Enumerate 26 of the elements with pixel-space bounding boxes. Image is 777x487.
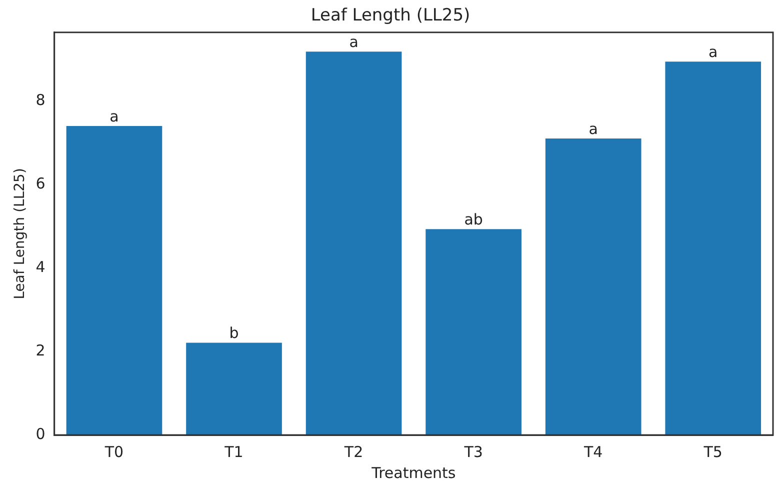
bar: [426, 229, 522, 435]
bar: [186, 342, 282, 435]
annotation: a: [110, 107, 119, 126]
annotation: a: [349, 33, 358, 51]
bar: [66, 126, 162, 435]
x-tick-label: T3: [463, 442, 483, 461]
annotation: ab: [464, 210, 483, 228]
y-tick-label: 0: [36, 424, 46, 443]
bar: [545, 138, 642, 435]
annotation: a: [708, 43, 718, 62]
x-tick-label: T0: [104, 442, 124, 461]
bar: [306, 52, 402, 435]
y-tick-label: 6: [36, 174, 46, 192]
x-tick-label: T5: [702, 442, 722, 461]
x-tick-label: T2: [343, 442, 364, 461]
y-tick-label: 4: [36, 258, 46, 276]
x-axis-title: Treatments: [370, 464, 456, 482]
chart-title: Leaf Length (LL25): [310, 6, 470, 26]
annotation: a: [588, 120, 598, 138]
y-axis-title: Leaf Length (LL25): [12, 168, 28, 300]
x-tick-label: T4: [582, 442, 603, 461]
bar: [665, 62, 762, 435]
x-tick-label: T1: [224, 442, 244, 461]
annotation: b: [229, 324, 239, 342]
y-tick-label: 8: [36, 90, 46, 109]
y-tick-label: 2: [36, 341, 46, 360]
